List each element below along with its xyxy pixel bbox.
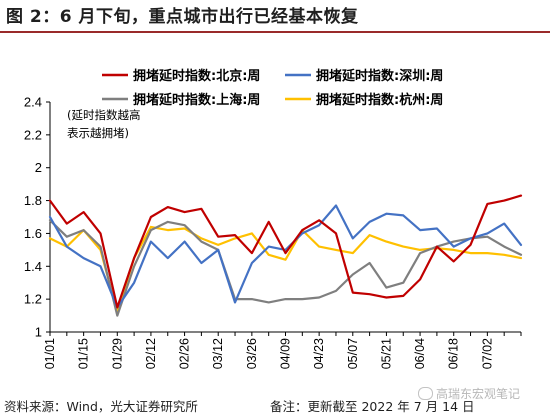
x-tick-label: 07/02 xyxy=(480,338,494,369)
title-divider xyxy=(0,31,550,33)
y-tick-label: 2.4 xyxy=(24,95,42,110)
chart-axes: 1 1.2 1.4 1.6 1.8 2 2.2 2.4 01/01 01/15 01/29 02/12… xyxy=(24,95,522,369)
y-tick-label: 1 xyxy=(35,325,42,340)
legend-label: 拥堵延时指数:上海:周 xyxy=(133,92,260,108)
series-line xyxy=(48,204,523,309)
chat-bubble-icon xyxy=(418,387,433,400)
y-tick-label: 1.4 xyxy=(24,259,42,274)
x-tick-label: 03/12 xyxy=(211,338,225,369)
legend-label: 拥堵延时指数:北京:周 xyxy=(133,68,260,84)
x-tick-label: 01/29 xyxy=(110,338,124,369)
y-tick-label: 2 xyxy=(35,160,42,175)
x-tick-label: 06/04 xyxy=(413,338,427,369)
x-tick-label: 04/23 xyxy=(312,338,326,369)
x-tick-label: 06/18 xyxy=(447,338,461,369)
annotation-line: 表示越拥堵) xyxy=(67,126,129,140)
annotation-line: (延时指数越高 xyxy=(67,108,141,122)
chart-series xyxy=(48,194,523,317)
x-tick-label: 04/09 xyxy=(279,338,293,369)
y-tick-label: 1.6 xyxy=(24,226,42,241)
update-note: 备注：更新截至 2022 年 7 月 14 日 xyxy=(270,399,475,414)
figure-title: 图 2：6 月下旬，重点城市出行已经基本恢复 xyxy=(6,7,359,27)
x-tick-label: 01/15 xyxy=(77,338,91,369)
x-tick-label: 05/21 xyxy=(379,338,393,369)
y-tick-label: 2.2 xyxy=(24,127,42,142)
y-tick-label: 1.8 xyxy=(24,193,42,208)
x-tick-label: 02/12 xyxy=(144,338,158,369)
legend-label: 拥堵延时指数:深圳:周 xyxy=(316,68,443,84)
x-tick-label: 02/26 xyxy=(178,338,192,369)
series-line xyxy=(48,194,523,309)
source-note: 资料来源：Wind，光大证券研究所 xyxy=(4,399,198,414)
y-tick-label: 1.2 xyxy=(24,292,42,307)
x-tick-label: 01/01 xyxy=(43,338,57,369)
legend-label: 拥堵延时指数:杭州:周 xyxy=(316,92,443,108)
series-line xyxy=(48,219,523,317)
watermark: 高瑞东宏观笔记 xyxy=(418,385,520,402)
watermark-text: 高瑞东宏观笔记 xyxy=(436,387,521,401)
x-tick-label: 03/26 xyxy=(245,338,259,369)
x-tick-label: 05/07 xyxy=(346,338,360,369)
